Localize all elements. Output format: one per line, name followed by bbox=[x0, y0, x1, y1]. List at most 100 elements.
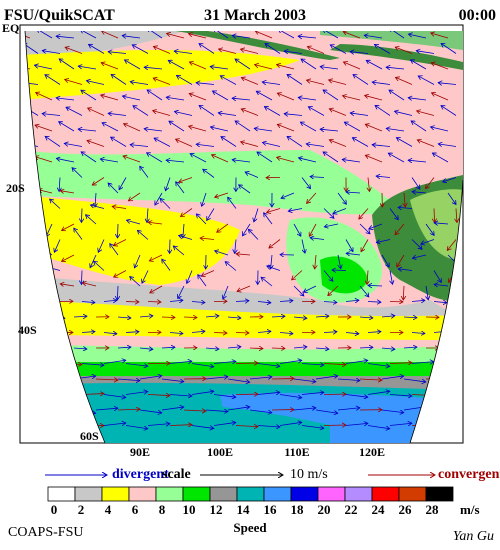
wind-arrow bbox=[367, 425, 390, 429]
wind-arrow bbox=[147, 31, 163, 39]
wind-arrow bbox=[301, 177, 311, 189]
wind-arrow bbox=[130, 82, 149, 85]
speed-tick: 16 bbox=[264, 502, 278, 517]
wind-arrow bbox=[205, 410, 228, 412]
wind-arrow bbox=[205, 377, 228, 379]
speed-tick: 8 bbox=[159, 502, 166, 517]
wind-arrow bbox=[425, 223, 434, 235]
wind-arrow bbox=[108, 183, 119, 194]
wind-arrow bbox=[381, 348, 395, 349]
wind-arrow bbox=[396, 138, 413, 147]
wind-arrow bbox=[330, 45, 347, 54]
wind-arrow bbox=[235, 426, 258, 427]
wind-arrow bbox=[220, 76, 237, 85]
speed-unit: m/s bbox=[460, 502, 480, 517]
wind-arrow bbox=[124, 124, 141, 132]
wind-arrow bbox=[235, 239, 236, 254]
wind-field bbox=[25, 31, 463, 443]
wind-arrow bbox=[315, 376, 338, 380]
wind-arrow bbox=[433, 270, 441, 283]
wind-arrow bbox=[257, 392, 280, 394]
wind-arrow bbox=[147, 208, 148, 223]
wind-arrow bbox=[140, 166, 149, 178]
wind-arrow bbox=[122, 96, 141, 101]
wind-arrow bbox=[128, 192, 141, 201]
wind-arrow bbox=[288, 209, 303, 212]
wind-arrow bbox=[168, 60, 185, 70]
wind-arrow bbox=[279, 301, 293, 302]
speed-tick: 26 bbox=[399, 502, 413, 517]
wind-arrow bbox=[217, 223, 229, 232]
wind-arrow bbox=[176, 182, 185, 194]
wind-arrow bbox=[257, 363, 280, 367]
wind-arrow bbox=[73, 316, 87, 317]
wind-arrow bbox=[343, 96, 361, 101]
wind-arrow bbox=[267, 266, 281, 271]
wind-arrow bbox=[359, 285, 369, 297]
wind-arrow bbox=[421, 239, 435, 245]
wind-arrow bbox=[191, 391, 214, 395]
wind-arrow bbox=[221, 137, 237, 147]
speed-zone bbox=[25, 150, 400, 215]
wind-arrow bbox=[303, 285, 317, 292]
wind-arrow bbox=[293, 317, 307, 318]
wind-arrow bbox=[60, 284, 75, 286]
wind-arrow bbox=[169, 395, 192, 397]
wind-arrow bbox=[320, 129, 339, 131]
wind-arrow bbox=[298, 36, 317, 38]
wind-arrow bbox=[92, 177, 105, 186]
wind-arrow bbox=[196, 214, 207, 225]
wind-arrow bbox=[261, 277, 273, 287]
wind-arrow bbox=[315, 409, 338, 413]
wind-arrow bbox=[205, 316, 219, 317]
wind-arrow bbox=[376, 176, 391, 177]
wind-arrow bbox=[144, 129, 163, 131]
wind-arrow bbox=[241, 49, 259, 54]
wind-arrow bbox=[134, 254, 141, 268]
wind-arrow bbox=[196, 144, 215, 146]
wind-arrow bbox=[434, 208, 435, 223]
wind-arrow bbox=[329, 140, 347, 147]
speed-tick: 10 bbox=[183, 502, 196, 517]
color-box bbox=[236, 486, 265, 502]
color-box bbox=[209, 486, 238, 502]
wind-arrow bbox=[112, 206, 127, 208]
wind-arrow bbox=[212, 91, 229, 101]
footer-left: COAPS-FSU bbox=[8, 525, 83, 540]
wind-arrow bbox=[307, 80, 325, 85]
wind-arrow bbox=[438, 144, 457, 147]
wind-arrow bbox=[411, 300, 425, 301]
wind-arrow bbox=[100, 159, 119, 163]
speed-tick: 4 bbox=[105, 502, 112, 517]
wind-arrow bbox=[432, 153, 449, 163]
wind-arrow bbox=[213, 394, 236, 398]
wind-arrow bbox=[213, 361, 236, 363]
wind-arrow bbox=[190, 154, 207, 163]
wind-arrow bbox=[179, 236, 193, 240]
lon-label: 120E bbox=[359, 445, 385, 459]
speed-tick: 24 bbox=[372, 502, 386, 517]
wind-arrow bbox=[64, 143, 83, 147]
wind-arrow bbox=[381, 316, 395, 317]
wind-arrow bbox=[416, 51, 435, 54]
wind-arrow bbox=[176, 75, 193, 85]
speed-tick: 14 bbox=[237, 502, 251, 517]
wind-arrow bbox=[345, 394, 368, 398]
wind-arrow bbox=[56, 98, 75, 100]
wind-arrow bbox=[310, 238, 325, 240]
wind-arrow bbox=[174, 112, 193, 116]
wind-arrow bbox=[256, 91, 273, 101]
wind-arrow bbox=[411, 121, 427, 132]
wind-arrow bbox=[207, 208, 215, 221]
wind-arrow bbox=[301, 392, 324, 394]
wind-arrow bbox=[411, 362, 434, 364]
wind-arrow bbox=[418, 76, 435, 85]
wind-arrow bbox=[236, 254, 251, 255]
wind-arrow bbox=[62, 223, 75, 230]
wind-arrow bbox=[412, 192, 427, 193]
wind-arrow bbox=[364, 35, 383, 39]
wind-arrow bbox=[323, 152, 339, 163]
wind-arrow bbox=[386, 128, 405, 132]
wind-arrow bbox=[293, 408, 316, 410]
wind-arrow bbox=[293, 285, 304, 296]
